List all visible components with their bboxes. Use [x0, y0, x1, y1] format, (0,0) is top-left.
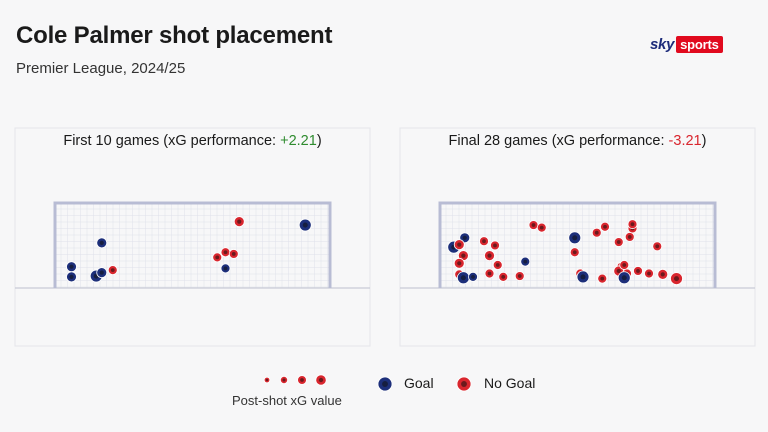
shot-no-goal [644, 268, 654, 279]
shot-no-goal [591, 227, 602, 238]
shot-no-goal [619, 260, 630, 270]
panel-title-prefix: Final 28 games (xG performance: [448, 133, 669, 149]
legend-no-goal-label: No Goal [484, 375, 536, 391]
shot-goal [298, 218, 312, 232]
shot-goal [96, 267, 108, 279]
sky-sports-logo: sky sports [650, 35, 723, 53]
goal-frame [438, 201, 717, 288]
shot-goal [568, 231, 582, 245]
chart-title: Cole Palmer shot placement [16, 22, 333, 49]
shot-no-goal [613, 237, 624, 247]
shot-no-goal [220, 247, 231, 258]
shot-no-goal [528, 220, 539, 230]
legend-size-marker [279, 375, 288, 384]
shot-no-goal [479, 236, 489, 247]
shot-no-goal [514, 271, 525, 281]
shot-no-goal [453, 239, 465, 251]
legend-size-scale [263, 374, 327, 386]
panel-title-suffix: ) [316, 133, 322, 149]
shot-no-goal [597, 273, 608, 284]
shot-no-goal [657, 268, 669, 280]
shot-no-goal [484, 250, 495, 262]
shot-no-goal [498, 271, 509, 282]
shot-no-goal [484, 268, 495, 279]
panel-title-final-28: Final 28 games (xG performance: -3.21) [400, 133, 755, 149]
shot-goal [576, 270, 590, 284]
shot-no-goal [569, 247, 580, 258]
goal-panel-2 [399, 127, 756, 347]
logo-sports-text: sports [676, 35, 723, 53]
shot-no-goal [107, 265, 118, 276]
shot-no-goal [536, 222, 547, 233]
panel-title-prefix: First 10 games (xG performance: [63, 133, 281, 149]
legend-goal-label: Goal [404, 375, 434, 391]
shot-no-goal [212, 252, 223, 263]
shot-goal [468, 271, 478, 282]
panel-title-suffix: ) [701, 133, 707, 149]
shot-no-goal [670, 272, 683, 286]
goal-frame [53, 201, 332, 288]
goal-panel-1 [14, 127, 371, 347]
logo-sky-text: sky [650, 35, 675, 53]
shot-goal [96, 237, 108, 249]
shot-goal [66, 271, 77, 283]
shot-no-goal [457, 250, 469, 262]
panel-title-first-10: First 10 games (xG performance: +2.21) [15, 133, 370, 149]
legend-size-marker [297, 375, 307, 385]
shot-no-goal [228, 249, 239, 259]
shot-goal [66, 261, 77, 273]
shot-points [66, 216, 312, 283]
panel-frame [14, 127, 371, 347]
xg-performance-value: -3.21 [668, 133, 702, 149]
legend-size-marker [263, 376, 271, 384]
shot-goal [220, 263, 231, 274]
xg-performance-value: +2.21 [280, 133, 317, 149]
legend-size-label: Post-shot xG value [232, 393, 342, 408]
shot-no-goal [492, 260, 503, 270]
legend-goal-marker [377, 376, 393, 392]
shot-points [447, 219, 683, 286]
shot-no-goal [233, 216, 245, 228]
shot-no-goal [490, 240, 500, 251]
shot-goal [617, 271, 631, 285]
legend-size-marker [315, 374, 327, 386]
shot-no-goal [453, 257, 465, 269]
chart-subtitle: Premier League, 2024/25 [16, 60, 186, 77]
shot-no-goal [624, 232, 635, 242]
shot-no-goal [627, 219, 638, 230]
shot-goal [520, 256, 531, 267]
legend-no-goal-marker [456, 376, 472, 392]
shot-no-goal [633, 266, 643, 276]
shot-goal [456, 271, 470, 285]
panel-frame [399, 127, 756, 347]
shot-no-goal [652, 241, 663, 252]
shot-no-goal [600, 221, 610, 232]
